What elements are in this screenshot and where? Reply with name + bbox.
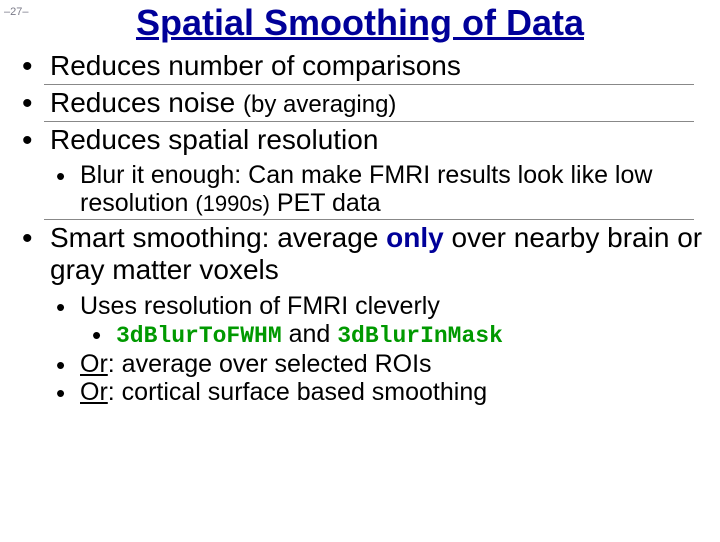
bullet-dot: • <box>92 320 116 348</box>
code-2: 3dBlurInMask <box>337 323 503 349</box>
bullet-2-main: Reduces noise <box>50 87 243 118</box>
bullet-3-sub: • Blur it enough: Can make FMRI results … <box>22 161 706 217</box>
divider <box>44 219 694 220</box>
bullet-3-text: Reduces spatial resolution <box>50 124 706 156</box>
slide-title: Spatial Smoothing of Data <box>0 2 720 44</box>
or-word: Or <box>80 350 108 378</box>
b4s3-text: Or: cortical surface based smoothing <box>80 378 706 406</box>
b4s1s-text: 3dBlurToFWHM and 3dBlurInMask <box>116 320 706 350</box>
b4s2-rest: : average over selected ROIs <box>108 350 432 378</box>
bullet-dot: • <box>56 292 80 320</box>
bullet-dot: • <box>22 87 50 119</box>
b4s3-rest: : cortical surface based smoothing <box>108 378 487 406</box>
bullet-4: • Smart smoothing: average only over nea… <box>22 222 706 286</box>
bullet-4-sub1: • Uses resolution of FMRI cleverly <box>22 292 706 320</box>
b4s2-text: Or: average over selected ROIs <box>80 350 706 378</box>
bullet-3-sub-text: Blur it enough: Can make FMRI results lo… <box>80 161 706 217</box>
bullet-4-sub1-sub: • 3dBlurToFWHM and 3dBlurInMask <box>22 320 706 350</box>
or-word: Or <box>80 378 108 406</box>
bullet-4-text: Smart smoothing: average only over nearb… <box>50 222 706 286</box>
bullet-dot: • <box>22 222 50 254</box>
divider <box>44 84 694 85</box>
bullet-2: • Reduces noise (by averaging) <box>22 87 706 119</box>
bullet-dot: • <box>56 350 80 378</box>
and-word: and <box>282 320 338 348</box>
bullet-dot: • <box>56 161 80 189</box>
bullet-dot: • <box>22 50 50 82</box>
page-number: –27– <box>4 6 28 18</box>
bullet-4-sub3: • Or: cortical surface based smoothing <box>22 378 706 406</box>
b4s1-text: Uses resolution of FMRI cleverly <box>80 292 706 320</box>
divider <box>44 121 694 122</box>
slide-content: • Reduces number of comparisons • Reduce… <box>0 50 720 406</box>
bullet-1-text: Reduces number of comparisons <box>50 50 706 82</box>
bullet-dot: • <box>22 124 50 156</box>
bullet-4-sub2: • Or: average over selected ROIs <box>22 350 706 378</box>
code-1: 3dBlurToFWHM <box>116 323 282 349</box>
bullet-2-paren: (by averaging) <box>243 91 396 118</box>
bullet-dot: • <box>56 378 80 406</box>
bullet-2-text: Reduces noise (by averaging) <box>50 87 706 119</box>
b4-a: Smart smoothing: average <box>50 222 386 253</box>
b3s-paren: (1990s) <box>195 191 270 216</box>
b4-only: only <box>386 222 444 253</box>
b3s-c: PET data <box>270 189 381 217</box>
bullet-1: • Reduces number of comparisons <box>22 50 706 82</box>
bullet-3: • Reduces spatial resolution <box>22 124 706 156</box>
